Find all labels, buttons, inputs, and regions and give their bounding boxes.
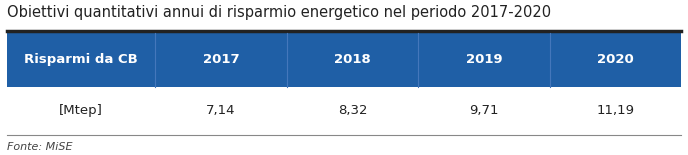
Text: 2018: 2018 [334,53,371,66]
Text: 11,19: 11,19 [596,104,634,117]
Text: 8,32: 8,32 [338,104,367,117]
Text: Obiettivi quantitativi annui di risparmio energetico nel periodo 2017-2020: Obiettivi quantitativi annui di risparmi… [7,5,551,20]
Text: Risparmi da CB: Risparmi da CB [24,53,138,66]
Text: 2020: 2020 [597,53,634,66]
Bar [155,33,287,87]
Text: [Mtep]: [Mtep] [59,104,103,117]
Bar [287,33,418,87]
Text: Fonte: MiSE: Fonte: MiSE [7,142,72,152]
Bar [7,88,681,132]
Text: 2017: 2017 [203,53,239,66]
Bar [550,33,681,87]
Text: 7,14: 7,14 [206,104,236,117]
Bar [7,33,155,87]
Text: 2019: 2019 [466,53,502,66]
Bar [418,33,550,87]
Text: 9,71: 9,71 [469,104,499,117]
